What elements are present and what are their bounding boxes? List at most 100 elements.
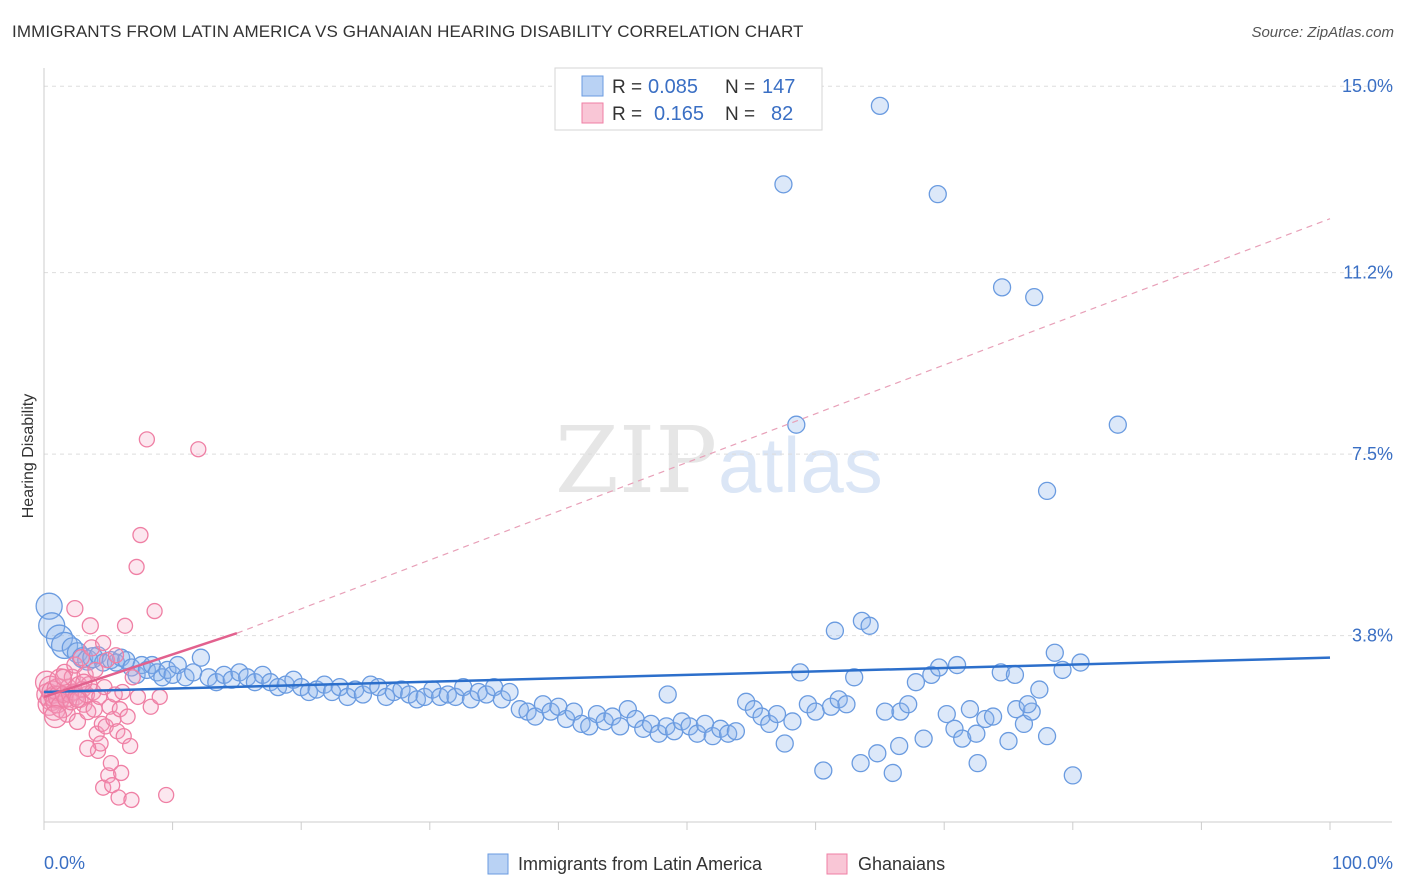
ghanaian-point-76 (43, 704, 68, 729)
latin-america-point-123 (937, 704, 956, 724)
latin-america-point-114 (868, 744, 887, 763)
latin-america-point-126 (960, 700, 980, 719)
latin-america-point-80 (603, 707, 622, 726)
y-tick-label-2: 11.2% (1343, 263, 1393, 283)
latin-america-point-143 (870, 96, 890, 116)
ghanaian-point-38 (87, 661, 104, 679)
latin-america-point-78 (587, 704, 607, 724)
latin-america-point-142 (992, 278, 1012, 297)
trend-line-ghanaians (43, 631, 238, 699)
latin-america-point-102 (775, 734, 794, 753)
ghanaian-point-62 (119, 708, 136, 725)
ghanaian-point-59 (114, 683, 131, 701)
latin-america-point-82 (618, 700, 637, 719)
latin-america-point-66 (492, 690, 511, 709)
gridlines (44, 85, 1392, 637)
latin-america-point-121 (922, 665, 941, 684)
latin-america-point-56 (415, 687, 434, 707)
latin-america-point-60 (446, 687, 465, 707)
latin-america-point-155 (947, 655, 967, 675)
latin-america-point-149 (851, 753, 870, 773)
trend-line-ghanaians-extension (236, 218, 1331, 634)
latin-america-point-99 (752, 707, 771, 726)
ghanaian-point-48 (100, 767, 117, 784)
latin-america-point-132 (1007, 700, 1026, 719)
latin-america-point-144 (1025, 288, 1044, 307)
legend-box: R = 0.085 N = 147 R = 0.165 N = 82 (554, 67, 823, 131)
legend-n-label-2: N = (725, 104, 755, 125)
ghanaian-point-70 (151, 688, 168, 706)
latin-america-point-105 (798, 695, 818, 714)
latin-america-point-93 (703, 727, 722, 746)
latin-america-point-3 (50, 631, 79, 660)
latin-america-point-137 (1045, 643, 1064, 662)
ghanaian-point-56 (110, 789, 127, 806)
ghanaian-point-74 (68, 690, 87, 709)
latin-america-point-124 (945, 719, 964, 738)
latin-america-point-156 (658, 685, 677, 704)
latin-america-point-119 (906, 673, 926, 692)
ghanaian-point-72 (190, 441, 207, 458)
y-tick-label-0: 3.8% (1352, 626, 1393, 646)
ghanaian-point-64 (124, 669, 141, 686)
latin-america-point-103 (783, 712, 802, 731)
legend-n-value-1: 147 (762, 76, 795, 98)
latin-america-point-151 (825, 621, 845, 640)
chart-title: IMMIGRANTS FROM LATIN AMERICA VS GHANAIA… (12, 22, 804, 41)
bottom-legend-label-1: Immigrants from Latin America (518, 854, 763, 874)
x-tick-label-min: 0.0% (44, 853, 85, 873)
latin-america-point-145 (774, 175, 793, 194)
ghanaian-point-73 (79, 739, 97, 758)
ghanaian-point-79 (123, 791, 140, 809)
ghanaian-point-69 (146, 602, 163, 620)
latin-america-point-129 (983, 707, 1003, 726)
ghanaian-point-66 (132, 526, 149, 544)
latin-america-point-90 (680, 717, 699, 736)
ghanaian-point-71 (158, 786, 175, 804)
watermark-zip: ZIP (555, 407, 717, 514)
legend-n-value-2: 82 (771, 103, 793, 125)
ghanaian-point-50 (102, 754, 120, 772)
latin-america-point-140 (1071, 653, 1090, 672)
ghanaian-point-60 (115, 728, 132, 745)
bottom-legend-label-2: Ghanaians (858, 854, 945, 874)
latin-america-point-136 (1037, 727, 1057, 746)
latin-america-point-110 (837, 695, 856, 714)
latin-america-point-118 (899, 695, 918, 714)
latin-america-point-130 (991, 663, 1010, 682)
bottom-legend: Immigrants from Latin America Ghanaians (487, 853, 945, 875)
ghanaian-point-58 (113, 764, 130, 782)
ghanaian-point-61 (116, 617, 134, 634)
latin-america-point-141 (928, 185, 947, 204)
latin-america-point-148 (1037, 481, 1057, 501)
ghanaian-point-65 (128, 558, 145, 576)
latin-america-point-27 (191, 648, 211, 667)
latin-america-point-85 (641, 714, 661, 734)
latin-america-point-131 (999, 731, 1018, 751)
legend-r-value-1: 0.085 (648, 76, 698, 98)
y-tick-label-3: 15.0% (1342, 76, 1393, 96)
latin-america-point-81 (610, 717, 630, 736)
chart-source: Source: ZipAtlas.com (1251, 24, 1394, 41)
latin-america-point-135 (1030, 680, 1049, 699)
latin-america-point-117 (891, 702, 910, 721)
legend-swatch-blue (581, 75, 604, 97)
latin-america-point-101 (767, 704, 787, 724)
latin-america-point-97 (737, 692, 756, 711)
latin-america-point-0 (35, 592, 63, 620)
ghanaian-point-63 (122, 737, 139, 755)
latin-america-point-113 (860, 616, 879, 635)
bottom-legend-swatch-pink (826, 853, 848, 875)
latin-america-point-107 (814, 761, 833, 780)
latin-america-point-115 (875, 702, 895, 721)
latin-america-point-111 (845, 668, 864, 687)
x-tick-label-max: 100.0% (1332, 853, 1393, 873)
ghanaian-point-47 (98, 651, 116, 669)
latin-america-point-91 (688, 724, 707, 743)
ghanaian-point-67 (138, 431, 156, 448)
ghanaian-point-54 (107, 647, 125, 664)
latin-america-point-35 (253, 665, 272, 684)
latin-america-point-106 (806, 702, 825, 721)
y-axis-label: Hearing Disability (20, 394, 37, 519)
trend-line-latin-america (43, 656, 1331, 694)
